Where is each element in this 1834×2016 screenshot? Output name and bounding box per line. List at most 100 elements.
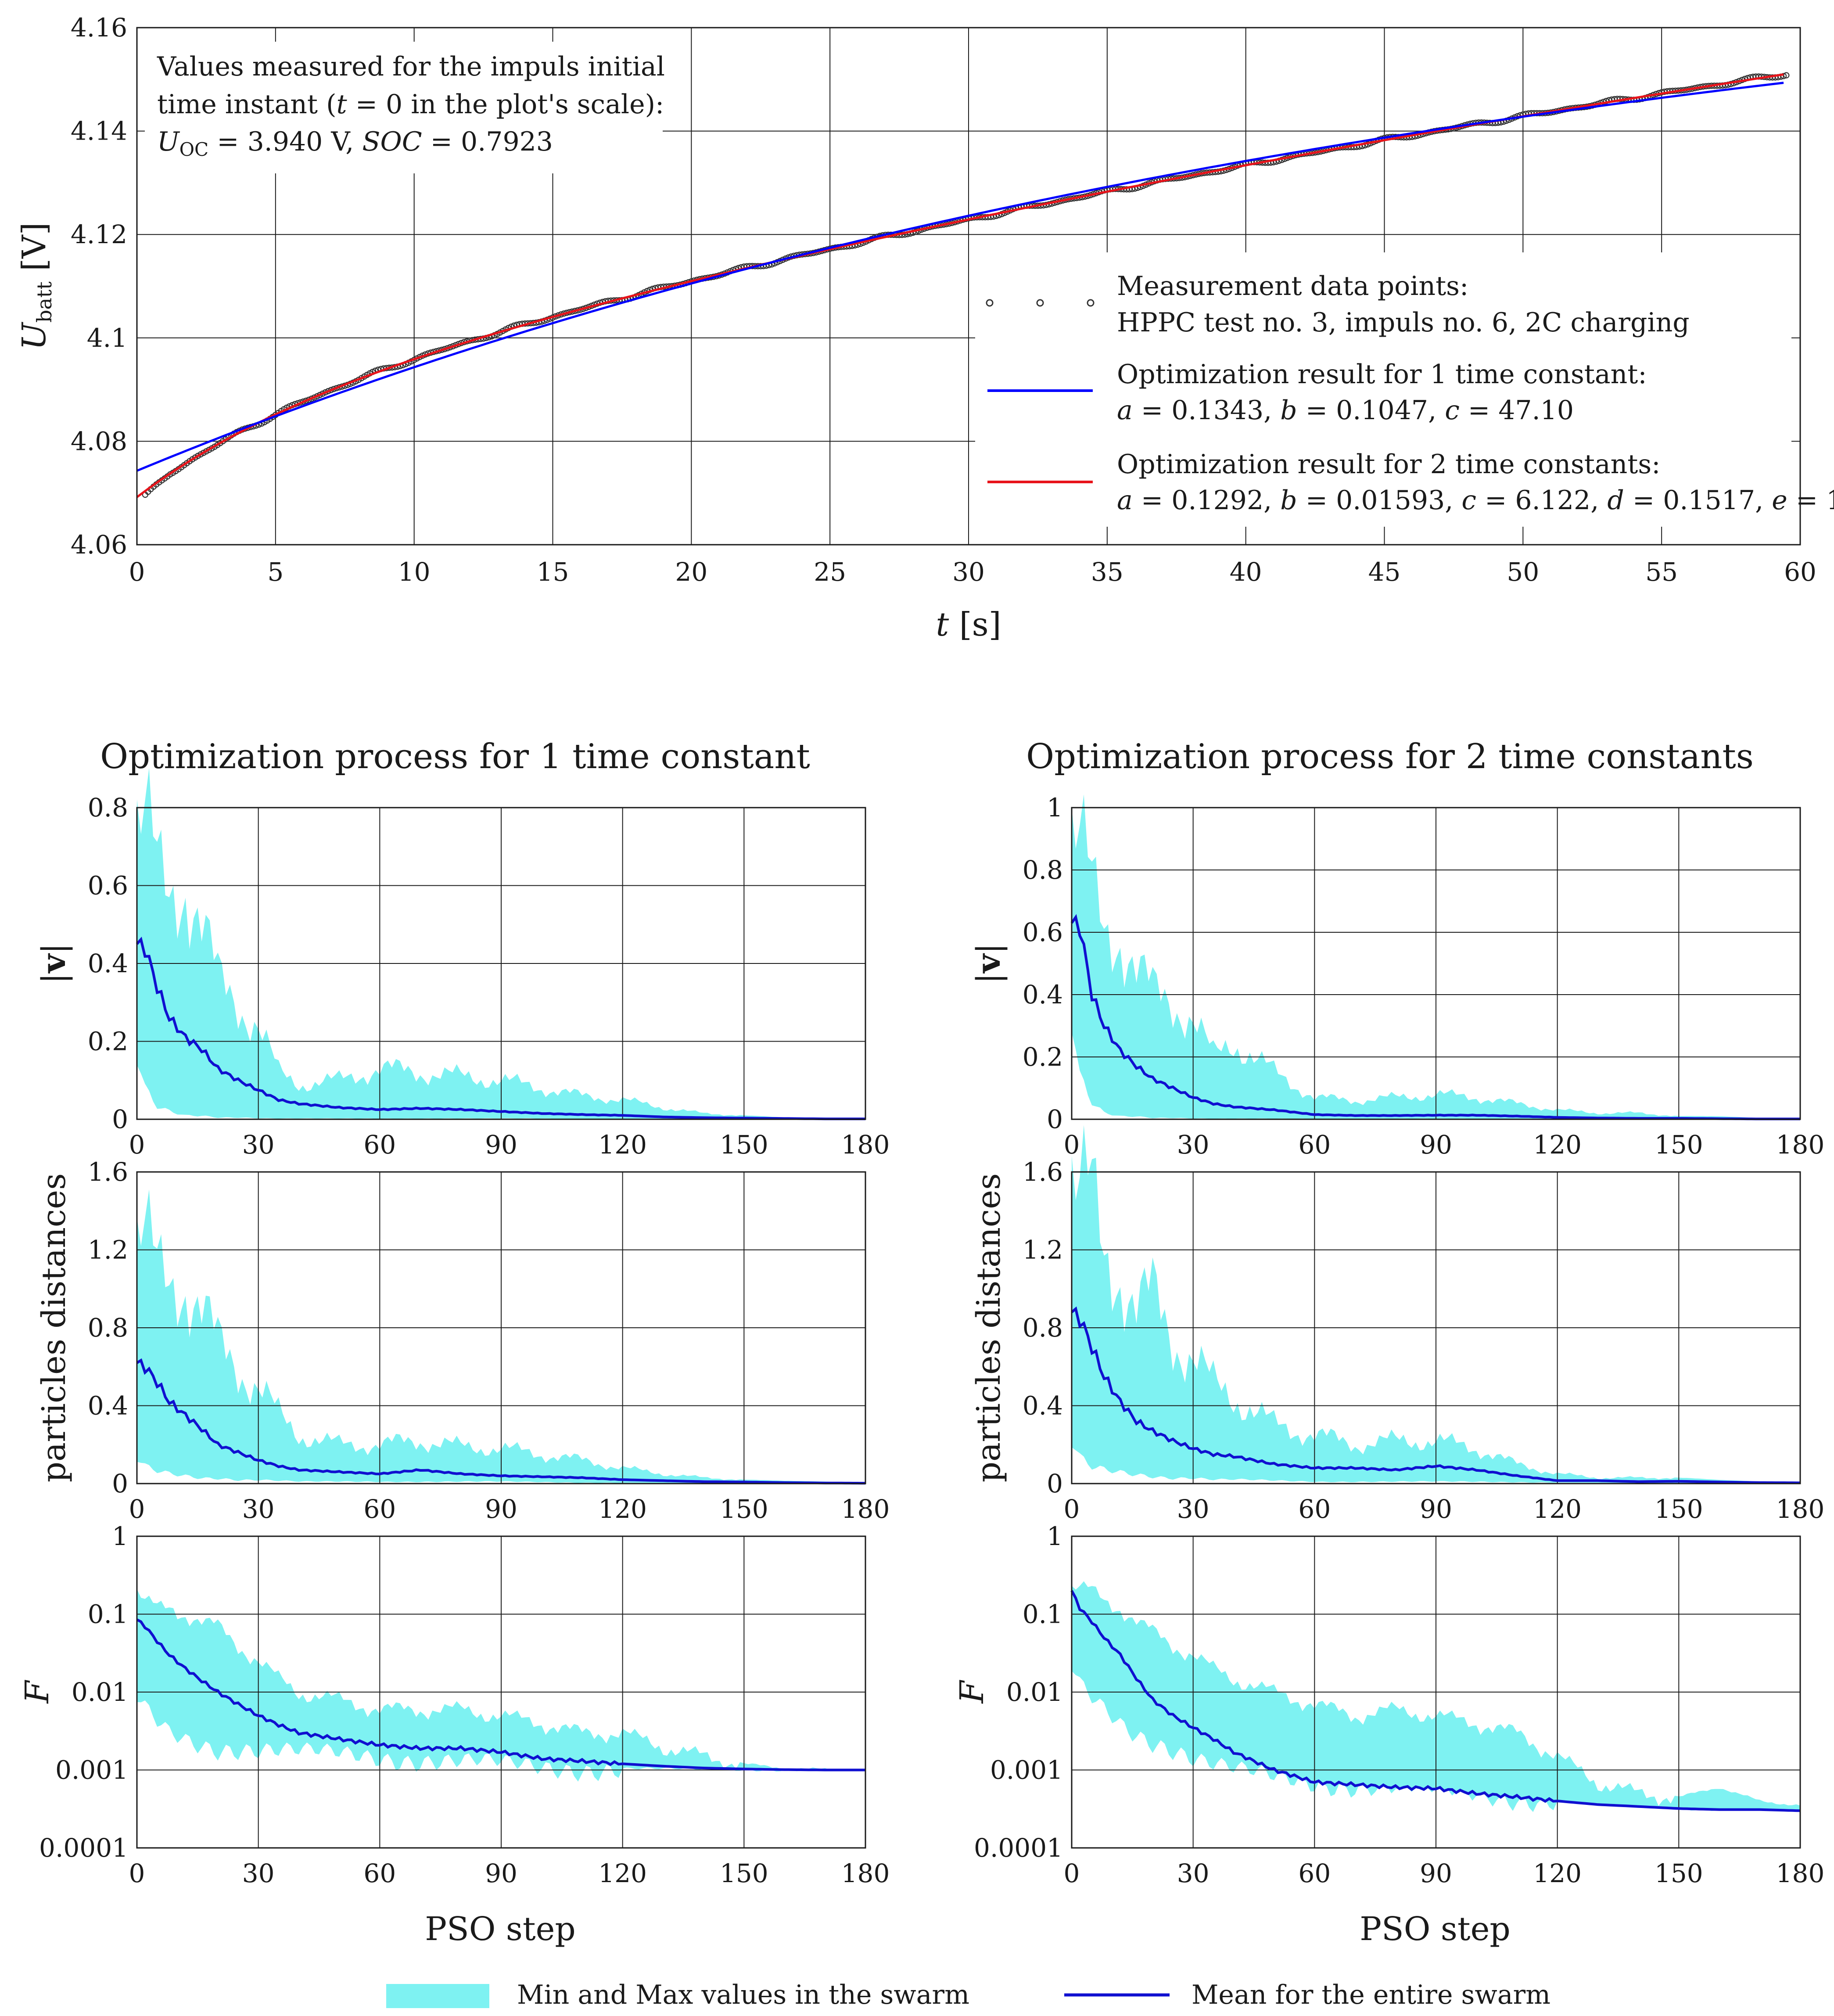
voltage-x-tick-label: 50 [1507,557,1539,587]
voltage-y-tick-label: 4.08 [71,426,127,456]
right-x-axis-label: PSO step [1360,1910,1511,1948]
d1-y-tick-label: 0 [112,1469,128,1499]
d2-y-tick-label: 0 [1047,1469,1063,1499]
legend-mean-label: Mean for the entire swarm [1192,1980,1550,2010]
f2-x-tick-label: 90 [1420,1858,1452,1888]
f1-y-tick-label: 0.001 [55,1755,128,1785]
v1-x-tick-label: 0 [129,1130,145,1160]
f2-y-tick-label: 0.001 [990,1755,1063,1785]
d2-y-axis-label: particles distances [970,1173,1008,1482]
d1-mean-line [136,1358,865,1485]
voltage-x-tick-label: 20 [675,557,707,587]
annotation-box [145,42,663,173]
v2-y-tick-label: 0.2 [1023,1042,1063,1072]
voltage-panel: 0 5 10 15 20 25 30 35 40 45 50 55 60 4.06 4.08 4.1 4.12… [15,13,1834,643]
v2-y-tick-label: 0.8 [1023,855,1063,885]
f1-y-tick-label: 0.1 [88,1599,128,1629]
legend-marker-measurement-1 [986,299,994,307]
d1-x-tick-label: 30 [242,1494,275,1524]
f1-y-tick-label: 1 [112,1521,128,1551]
f1-x-tick-label: 60 [363,1858,396,1888]
voltage-curves [136,72,1790,498]
d2-x-tick-label: 150 [1655,1494,1703,1524]
voltage-y-tick-label: 4.06 [71,530,127,560]
voltage-legend-box [975,252,1791,527]
left-panel-title: Optimization process for 1 time constant [100,737,810,776]
d1-plot-frame [136,1171,866,1484]
v1-y-tick-label: 0.4 [88,949,128,978]
d2-x-tick-label: 30 [1177,1494,1210,1524]
voltage-x-tick-label: 35 [1091,557,1123,587]
legend-measurement-title: Measurement data points: [1117,271,1468,302]
fit-1tc-line [136,82,1784,472]
v2-x-tick-label: 120 [1533,1130,1582,1160]
d2-mean-line [1071,1306,1800,1484]
f1-y-axis-label: F [18,1680,56,1704]
d2-minmax-band [1072,1125,1800,1484]
f1-x-tick-label: 180 [841,1858,890,1888]
voltage-y-tick-label: 4.12 [71,219,127,249]
f2-panel: 0 30 60 90 120 150 180 0.0001 0.001 0.01 0.1 1 [974,1521,1824,1888]
v1-x-tick-label: 120 [598,1130,647,1160]
voltage-y-tick-label: 4.1 [87,323,127,353]
legend-1tc-title: Optimization result for 1 time constant: [1117,359,1647,390]
f1-x-tick-label: 150 [720,1858,768,1888]
v1-mean-line [136,937,865,1121]
v1-minmax-band [137,768,865,1119]
v2-x-tick-label: 150 [1655,1130,1703,1160]
d1-x-tick-label: 180 [841,1494,890,1524]
f1-plot-frame [136,1535,866,1849]
v2-x-tick-label: 60 [1298,1130,1331,1160]
v2-y-tick-label: 0 [1047,1104,1063,1134]
v2-mean-line [1070,914,1800,1121]
f1-mean-line [136,1618,865,1772]
v2-minmax-band [1072,794,1800,1119]
d2-x-tick-label: 90 [1420,1494,1452,1524]
f1-x-tick-label: 30 [242,1858,275,1888]
d2-x-tick-label: 180 [1776,1494,1825,1524]
v1-x-tick-label: 30 [242,1130,275,1160]
voltage-plot-frame [136,27,1801,546]
d1-minmax-band [137,1189,865,1484]
v2-y-tick-label: 0.4 [1023,980,1063,1010]
f2-y-tick-label: 0.0001 [974,1833,1063,1863]
right-panel-title: Optimization process for 2 time constant… [1026,737,1754,776]
voltage-x-tick-label: 40 [1230,557,1262,587]
f1-panel: 0 30 60 90 120 150 180 0.0001 0.001 0.01 0.1 1 [39,1521,890,1888]
f2-plot-frame [1071,1535,1801,1849]
d1-x-tick-label: 0 [129,1494,145,1524]
v2-y-tick-label: 1 [1047,793,1063,823]
f2-x-tick-label: 150 [1655,1858,1703,1888]
legend-marker-measurement-3 [1087,299,1095,307]
d2-panel: 0 30 60 90 120 150 180 0 0.4 0.8 1.2 1.6 [1023,1125,1825,1524]
v1-y-tick-label: 0.8 [88,793,128,823]
d2-x-tick-label: 60 [1298,1494,1331,1524]
v1-x-tick-label: 180 [841,1130,890,1160]
f2-x-tick-label: 60 [1298,1858,1331,1888]
d1-x-tick-label: 150 [720,1494,768,1524]
v1-y-tick-label: 0 [112,1104,128,1134]
f2-x-tick-label: 30 [1177,1858,1210,1888]
v2-x-tick-label: 180 [1776,1130,1825,1160]
d1-x-tick-label: 60 [363,1494,396,1524]
v1-x-tick-label: 150 [720,1130,768,1160]
voltage-x-tick-label: 55 [1645,557,1678,587]
d2-y-tick-label: 1.2 [1023,1235,1063,1265]
voltage-x-tick-label: 25 [814,557,846,587]
annotation-line-1: Values measured for the impuls initial [157,51,665,82]
voltage-x-tick-label: 0 [129,557,145,587]
legend-measurement-desc: HPPC test no. 3, impuls no. 6, 2C chargi… [1117,307,1690,338]
d1-panel: 0 30 60 90 120 150 180 0 0.4 0.8 1.2 1.6 [88,1157,890,1524]
legend-band-label: Min and Max values in the swarm [517,1980,969,2010]
v2-y-axis-label: |v| [970,943,1008,984]
d2-y-tick-label: 1.6 [1023,1157,1063,1187]
voltage-x-ticks: 0 5 10 15 20 25 30 35 40 45 50 55 60 [129,557,1816,587]
d1-x-tick-label: 90 [485,1494,517,1524]
v1-y-tick-label: 0.6 [88,871,128,901]
d1-y-tick-label: 1.2 [88,1235,128,1265]
v2-x-tick-label: 0 [1064,1130,1080,1160]
f2-x-tick-label: 0 [1064,1858,1080,1888]
f2-y-tick-label: 0.01 [1006,1677,1063,1707]
voltage-x-tick-label: 5 [267,557,284,587]
legend-marker-measurement-2 [1036,299,1044,307]
